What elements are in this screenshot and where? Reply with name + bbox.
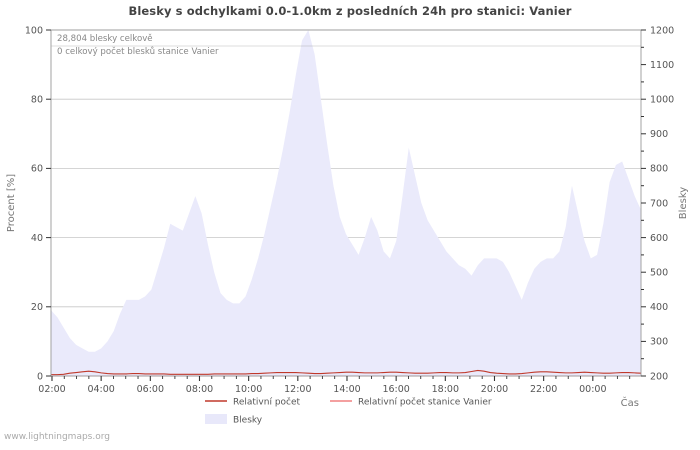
- svg-text:Čas: Čas: [621, 396, 639, 409]
- svg-text:0: 0: [37, 371, 43, 382]
- svg-text:06:00: 06:00: [137, 384, 164, 395]
- svg-text:80: 80: [31, 95, 43, 106]
- svg-text:10:00: 10:00: [235, 384, 262, 395]
- svg-text:60: 60: [31, 164, 43, 175]
- svg-text:600: 600: [650, 233, 668, 244]
- svg-text:28,804 blesky celkově: 28,804 blesky celkově: [57, 33, 153, 44]
- svg-text:900: 900: [650, 129, 668, 140]
- svg-text:16:00: 16:00: [382, 384, 409, 395]
- chart-title: Blesky s odchylkami 0.0-1.0km z poslední…: [128, 4, 572, 18]
- svg-text:00:00: 00:00: [579, 384, 606, 395]
- annotations: 28,804 blesky celkově 0 celkový počet ble…: [51, 33, 641, 57]
- svg-text:Relativní počet: Relativní počet: [233, 397, 301, 408]
- svg-text:200: 200: [650, 371, 668, 382]
- svg-text:0 celkový počet blesků stanice: 0 celkový počet blesků stanice Vanier: [57, 46, 219, 57]
- svg-text:Blesky: Blesky: [678, 187, 689, 219]
- tick-labels: 0 20 40 60 80 100 200 300 400 500 600 700 800 900 1000…: [6, 25, 689, 409]
- svg-text:18:00: 18:00: [432, 384, 459, 395]
- axes: [46, 29, 646, 381]
- svg-text:20: 20: [31, 302, 43, 313]
- svg-text:1000: 1000: [650, 95, 674, 106]
- svg-text:20:00: 20:00: [481, 384, 508, 395]
- svg-text:500: 500: [650, 268, 668, 279]
- svg-text:40: 40: [31, 233, 43, 244]
- series-line-0: [51, 369, 642, 376]
- svg-text:12:00: 12:00: [284, 384, 311, 395]
- svg-text:02:00: 02:00: [38, 384, 65, 395]
- svg-text:100: 100: [25, 25, 43, 36]
- svg-text:1200: 1200: [650, 25, 674, 36]
- svg-text:700: 700: [650, 198, 668, 209]
- svg-text:Procent [%]: Procent [%]: [6, 174, 17, 232]
- area-series-blesky: [51, 30, 641, 376]
- svg-text:22:00: 22:00: [530, 384, 557, 395]
- svg-text:04:00: 04:00: [87, 384, 114, 395]
- svg-text:08:00: 08:00: [186, 384, 213, 395]
- legend: Relativní počet Relativní počet stanice V…: [205, 397, 492, 426]
- svg-text:400: 400: [650, 302, 668, 313]
- svg-text:14:00: 14:00: [333, 384, 360, 395]
- svg-text:Relativní počet stanice Vanier: Relativní počet stanice Vanier: [358, 397, 492, 408]
- svg-text:300: 300: [650, 337, 668, 348]
- svg-text:800: 800: [650, 164, 668, 175]
- svg-text:Blesky: Blesky: [233, 416, 263, 426]
- svg-text:1100: 1100: [650, 60, 674, 71]
- footer-url: www.lightningmaps.org: [4, 432, 110, 442]
